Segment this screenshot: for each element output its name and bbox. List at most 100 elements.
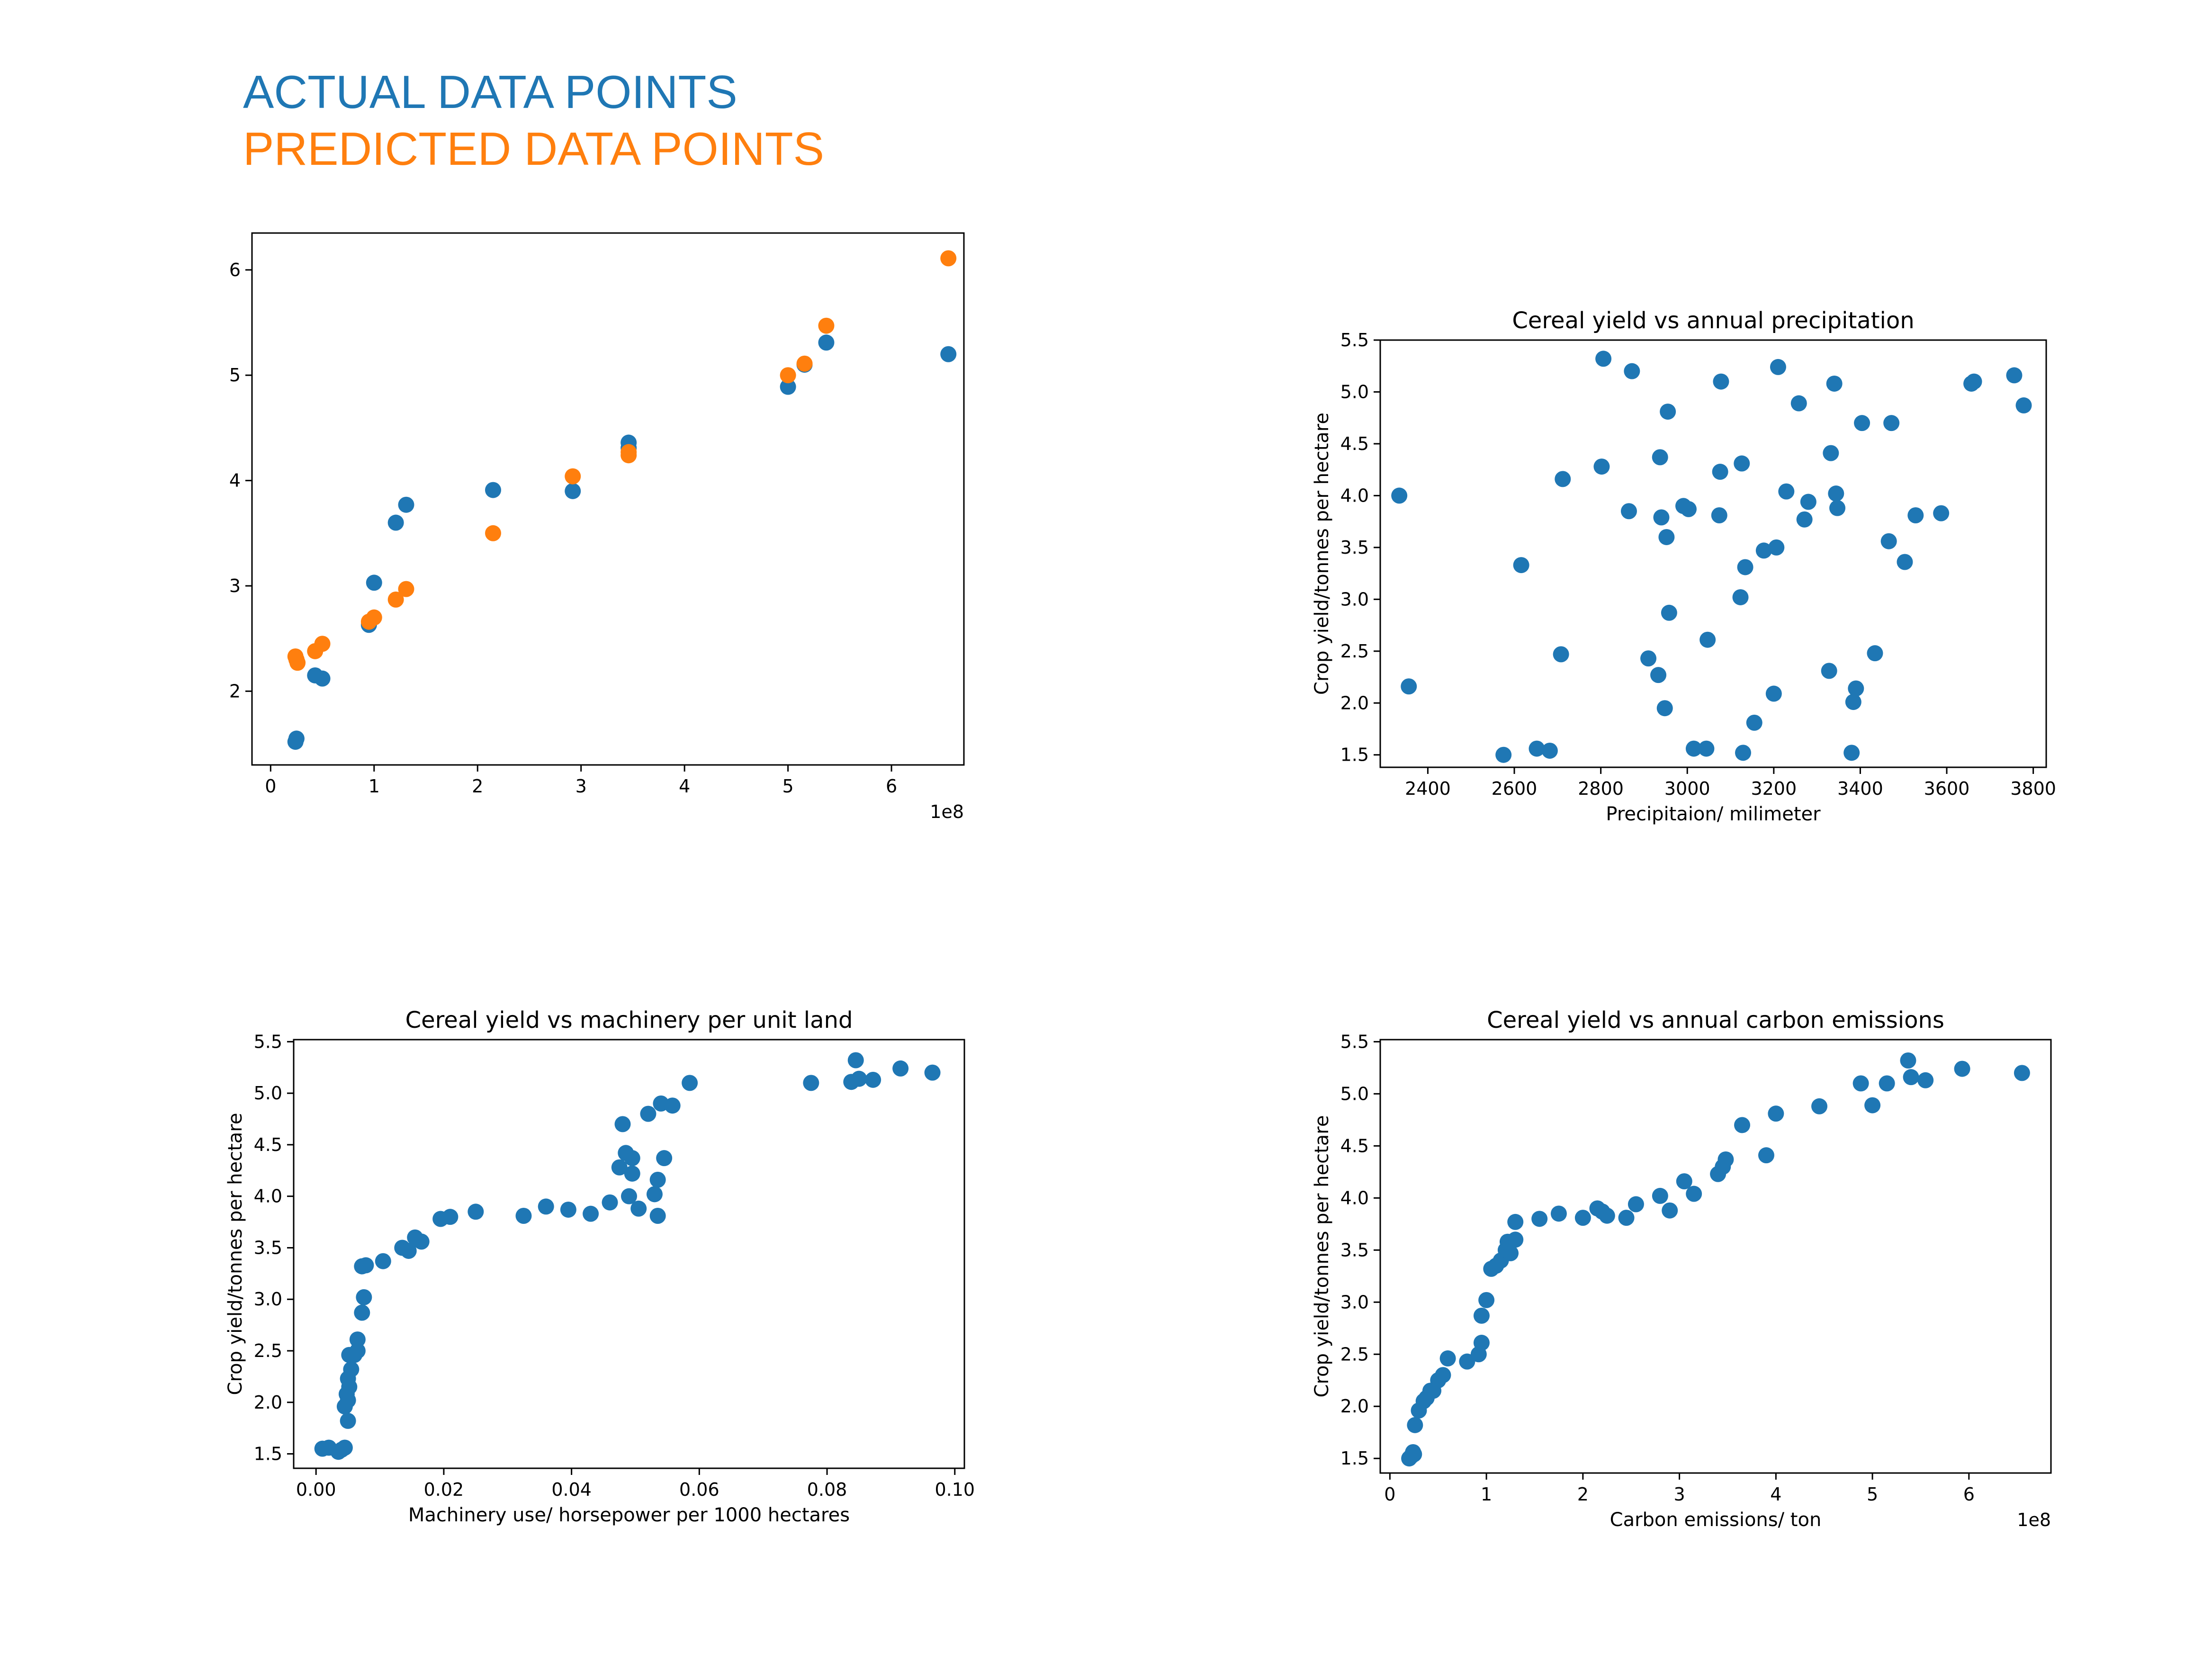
x-tick-label: 5 (782, 776, 794, 797)
data-point-series-0 (2006, 367, 2023, 384)
data-point-series-0 (336, 1439, 353, 1456)
data-point-series-0 (1658, 529, 1675, 545)
data-point-series-0 (682, 1075, 698, 1091)
x-tick-label: 0.02 (424, 1479, 464, 1500)
y-tick-label: 4.5 (1340, 1135, 1369, 1156)
data-point-series-0 (646, 1186, 663, 1203)
y-tick-label: 2.0 (1340, 1396, 1369, 1417)
y-tick-label: 5.5 (254, 1031, 282, 1052)
data-point-series-0 (649, 1171, 666, 1188)
x-tick-label: 3400 (1837, 778, 1883, 799)
chart-title: Cereal yield vs annual precipitation (1512, 307, 1914, 334)
data-point-series-0 (1439, 1350, 1456, 1367)
x-tick-label: 2 (1577, 1484, 1589, 1505)
data-point-series-0 (538, 1198, 554, 1215)
y-tick-label: 3 (229, 575, 241, 596)
data-point-series-0 (1732, 589, 1749, 605)
data-point-series-0 (865, 1071, 881, 1088)
data-point-series-0 (1662, 1202, 1678, 1219)
data-point-series-0 (1737, 559, 1753, 575)
data-point-series-0 (1758, 1147, 1774, 1164)
y-tick-label: 4.5 (254, 1134, 282, 1155)
data-point-series-0 (1435, 1367, 1451, 1384)
y-tick-label: 4.5 (1340, 433, 1369, 454)
y-tick-label: 4.0 (254, 1186, 282, 1207)
y-tick-label: 2.5 (1340, 1344, 1369, 1365)
data-point-series-0 (1640, 650, 1657, 667)
data-point-series-0 (1661, 604, 1677, 621)
data-point-series-0 (1966, 373, 1982, 390)
data-point-series-0 (1529, 740, 1545, 757)
y-tick-label: 3.5 (254, 1237, 282, 1258)
data-point-series-0 (583, 1205, 599, 1222)
data-point-series-0 (468, 1204, 484, 1220)
data-point-series-0 (892, 1060, 909, 1077)
data-point-series-0 (1624, 363, 1640, 379)
data-point-series-0 (366, 575, 382, 591)
data-point-series-0 (1790, 395, 1807, 412)
legend-predicted-label: PREDICTED DATA POINTS (243, 123, 824, 175)
data-point-series-0 (1900, 1052, 1916, 1069)
y-tick-label: 2.5 (1340, 641, 1369, 662)
data-point-series-0 (1879, 1075, 1895, 1092)
data-point-series-1 (398, 581, 414, 597)
data-point-series-0 (2015, 397, 2032, 413)
data-point-series-0 (1656, 700, 1673, 717)
data-point-series-0 (624, 1165, 640, 1182)
y-tick-label: 5.5 (1340, 330, 1369, 350)
x-tick-label: 3000 (1664, 778, 1710, 799)
data-point-series-0 (1811, 1098, 1828, 1114)
data-point-series-0 (940, 346, 957, 362)
data-point-series-0 (485, 482, 502, 498)
x-axis-offset-label: 1e8 (2017, 1509, 2051, 1530)
data-point-series-0 (1765, 685, 1782, 702)
y-axis-label: Crop yield/tonnes per hectare (1311, 1115, 1333, 1398)
x-tick-label: 4 (1770, 1484, 1781, 1505)
data-point-series-0 (349, 1331, 366, 1348)
data-point-series-0 (614, 1116, 631, 1132)
data-point-series-0 (1897, 554, 1913, 570)
y-tick-label: 4.0 (1340, 485, 1369, 506)
data-point-series-0 (1843, 745, 1860, 761)
data-point-series-0 (1713, 373, 1729, 390)
x-tick-label: 5 (1867, 1484, 1878, 1505)
data-point-series-0 (851, 1070, 867, 1087)
data-point-series-0 (1650, 667, 1667, 683)
y-axis-label: Crop yield/tonnes per hectare (1311, 413, 1333, 695)
y-tick-label: 5 (229, 365, 241, 386)
data-point-series-0 (624, 1150, 640, 1167)
data-point-series-0 (1620, 503, 1637, 520)
data-point-series-0 (1848, 680, 1864, 697)
plot-area-frame (1379, 1039, 2052, 1474)
data-point-series-0 (1401, 678, 1417, 695)
data-point-series-0 (560, 1201, 576, 1218)
data-point-series-0 (1712, 464, 1728, 480)
y-tick-label: 3.5 (1340, 537, 1369, 558)
data-point-series-0 (1796, 511, 1813, 528)
data-point-series-0 (1699, 631, 1716, 648)
data-point-series-0 (515, 1208, 532, 1224)
x-tick-label: 2800 (1578, 778, 1624, 799)
data-point-series-0 (1599, 1207, 1615, 1224)
data-point-series-0 (803, 1075, 819, 1091)
data-point-series-0 (358, 1257, 374, 1274)
x-tick-label: 0.00 (296, 1479, 336, 1500)
data-point-series-0 (349, 1342, 366, 1359)
data-point-series-0 (400, 1242, 417, 1259)
x-tick-label: 3 (1674, 1484, 1685, 1505)
data-point-series-0 (1628, 1196, 1644, 1213)
data-point-series-0 (354, 1304, 370, 1321)
plot-area-frame (251, 232, 965, 766)
x-tick-label: 0.06 (679, 1479, 719, 1500)
data-point-series-0 (1513, 557, 1529, 574)
data-point-series-0 (1717, 1151, 1734, 1168)
data-point-series-0 (375, 1253, 391, 1269)
data-point-series-0 (1735, 745, 1751, 761)
data-point-series-0 (1826, 375, 1843, 392)
x-tick-label: 1 (369, 776, 380, 797)
data-point-series-0 (1845, 694, 1861, 710)
data-point-series-0 (387, 514, 404, 531)
y-tick-label: 2.0 (1340, 692, 1369, 713)
